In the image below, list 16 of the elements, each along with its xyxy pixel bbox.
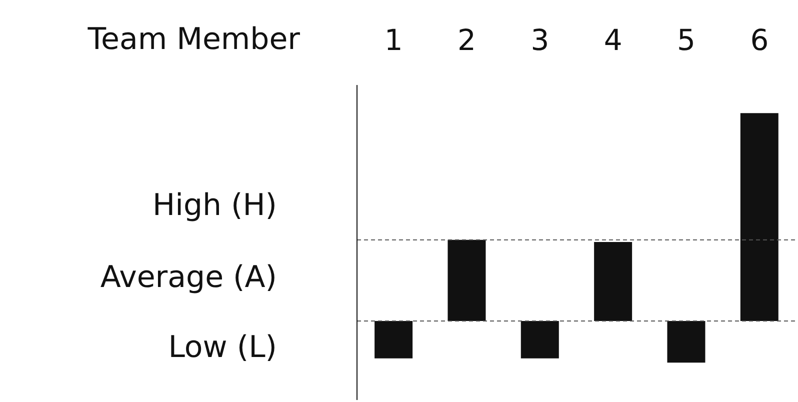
bar (667, 320, 706, 363)
x-tick-label: 5 (677, 22, 696, 57)
bar (594, 242, 632, 321)
x-tick-label: 3 (530, 22, 550, 57)
x-tick-label: 6 (750, 22, 769, 57)
text: Low (L) (168, 330, 277, 365)
x-tick-label: 4 (604, 22, 622, 57)
text: High (H) (152, 188, 277, 223)
bar (740, 113, 778, 321)
x-tick-label: 1 (384, 22, 403, 57)
bar (448, 240, 486, 321)
text: Average (A) (100, 260, 277, 295)
x-tick-label: 2 (458, 22, 476, 57)
bar (374, 320, 413, 358)
text: Team Member (88, 22, 300, 57)
bar (520, 320, 559, 358)
